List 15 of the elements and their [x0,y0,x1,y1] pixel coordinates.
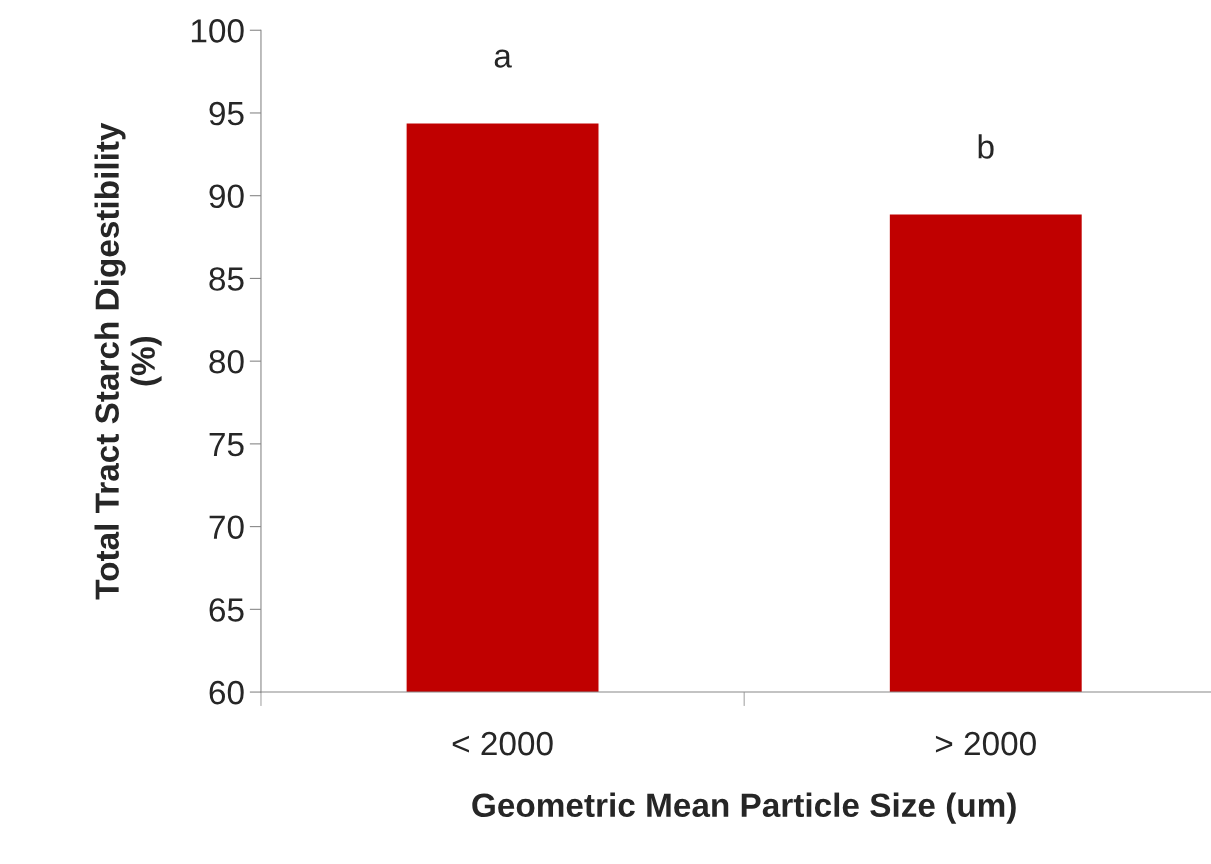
y-tick-label: 80 [209,349,244,374]
annotation: a [494,49,512,68]
y-tick-label: 100 [191,19,244,43]
y-tick-label: 60 [209,680,244,705]
y-tick-label: 65 [209,598,244,622]
annotation: b [978,134,994,159]
x-tick-label: > 2000 [935,731,1036,756]
y-tick-label: 75 [209,433,244,457]
x-tick-label: < 2000 [452,731,553,756]
y-tick-label: 70 [209,515,244,540]
y-tick-label: 90 [209,184,244,209]
x-axis-title: Geometric Mean Particle Size (um) [472,792,1016,824]
y-axis-title: Total Tract Starch Digestibility (%) [94,122,162,600]
y-tick-label: 85 [209,267,244,291]
y-tick-label: 95 [209,101,244,126]
